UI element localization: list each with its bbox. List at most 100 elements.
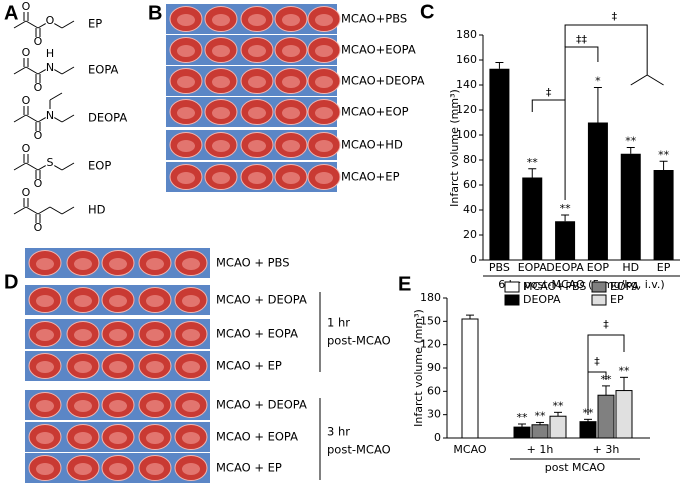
- significance: **: [517, 411, 529, 424]
- y-tick-label: 120: [456, 103, 477, 116]
- bond: [13, 206, 27, 215]
- bond: [54, 69, 63, 75]
- brain-slice-detail: [182, 295, 200, 307]
- atom-label: O: [22, 142, 31, 155]
- y-axis-title: Infarct volume (mm³): [448, 89, 461, 207]
- brain-slice-detail: [146, 258, 164, 270]
- bond: [61, 20, 75, 29]
- significance: **: [560, 202, 572, 215]
- x-tick-label: + 3h: [593, 443, 620, 456]
- brain-slice-detail: [74, 329, 92, 341]
- panel-letter: D: [4, 271, 18, 293]
- x-tick-label: EOP: [587, 261, 610, 274]
- bond: [37, 165, 46, 171]
- brain-slice-detail: [36, 361, 54, 373]
- atom-label: O: [34, 177, 43, 190]
- bar: [615, 390, 633, 439]
- significance: ‡: [612, 10, 618, 23]
- row-label: MCAO + EOPA: [216, 327, 298, 341]
- bar: [489, 68, 510, 260]
- x-tick-label: EOPA: [518, 261, 548, 274]
- brain-slice-detail: [248, 172, 266, 184]
- bar: [461, 318, 479, 439]
- brain-slice-detail: [248, 140, 266, 152]
- x-tick-label: + 1h: [527, 443, 554, 456]
- brain-slice-detail: [74, 258, 92, 270]
- bond: [25, 66, 39, 75]
- bond: [25, 114, 39, 123]
- brain-slice-detail: [212, 14, 230, 26]
- bar: [513, 426, 531, 439]
- bond: [54, 165, 63, 171]
- row-label: MCAO + EP: [216, 359, 282, 373]
- legend-label: EOPA: [610, 280, 640, 293]
- bond: [13, 20, 27, 29]
- group-label: 3 hr: [327, 425, 350, 439]
- row-label: MCAO + EOPA: [216, 430, 298, 444]
- bracket: [646, 74, 664, 86]
- legend-swatch: [591, 294, 607, 306]
- bar: [522, 177, 543, 260]
- y-tick-label: 180: [456, 28, 477, 41]
- y-tick-label: 0: [470, 253, 477, 266]
- brain-slice-detail: [177, 76, 195, 88]
- brain-slice-detail: [36, 329, 54, 341]
- brain-slice-detail: [109, 400, 127, 412]
- bracket: [531, 99, 566, 200]
- brain-slice-detail: [212, 45, 230, 57]
- legend-label: EP: [610, 293, 624, 306]
- brain-slice-detail: [282, 172, 300, 184]
- x-tick-label: HD: [622, 261, 639, 274]
- bond: [61, 114, 75, 123]
- brain-slice-detail: [315, 172, 333, 184]
- brain-slice-detail: [109, 432, 127, 444]
- brain-slice-detail: [177, 140, 195, 152]
- brain-slice-detail: [315, 76, 333, 88]
- atom-label: H: [46, 47, 54, 60]
- panel-letter: A: [4, 2, 18, 24]
- legend-label: MCAO+PBS: [523, 280, 586, 293]
- y-tick-label: 90: [427, 361, 441, 374]
- brain-slice-detail: [109, 463, 127, 475]
- y-tick-label: 0: [434, 431, 441, 444]
- bond: [25, 206, 39, 215]
- significance: ‡: [603, 318, 609, 331]
- brain-slice-detail: [282, 140, 300, 152]
- brain-slice-detail: [146, 463, 164, 475]
- bond: [54, 117, 63, 123]
- bond: [13, 114, 27, 123]
- bar: [555, 221, 576, 260]
- significance: **: [658, 148, 670, 161]
- significance: **: [535, 409, 547, 422]
- brain-slice-detail: [248, 107, 266, 119]
- brain-slice-detail: [36, 400, 54, 412]
- row-label: MCAO+HD: [341, 138, 403, 152]
- atom-label: S: [47, 156, 54, 169]
- bond: [37, 69, 46, 75]
- row-label: MCAO + PBS: [216, 256, 290, 270]
- atom-label: O: [34, 129, 43, 142]
- group-label: post-MCAO: [327, 443, 391, 457]
- brain-slice-detail: [315, 14, 333, 26]
- compound-name: DEOPA: [88, 111, 127, 125]
- y-tick-label: 60: [427, 384, 441, 397]
- atom-label: O: [34, 81, 43, 94]
- atom-label: N: [46, 61, 54, 74]
- bond: [37, 117, 46, 123]
- y-tick-label: 20: [463, 228, 477, 241]
- brain-slice-detail: [182, 400, 200, 412]
- bond: [13, 66, 27, 75]
- brain-slice-detail: [74, 400, 92, 412]
- legend-label: DEOPA: [523, 293, 561, 306]
- y-tick-label: 80: [463, 153, 477, 166]
- brain-slice-detail: [282, 76, 300, 88]
- brain-slice-detail: [315, 107, 333, 119]
- brain-slice-detail: [177, 45, 195, 57]
- group-label: post-MCAO: [327, 334, 391, 348]
- atom-label: O: [46, 14, 55, 27]
- bond: [61, 206, 75, 215]
- significance: **: [625, 135, 637, 148]
- brain-slice-detail: [248, 45, 266, 57]
- brain-slice-detail: [315, 140, 333, 152]
